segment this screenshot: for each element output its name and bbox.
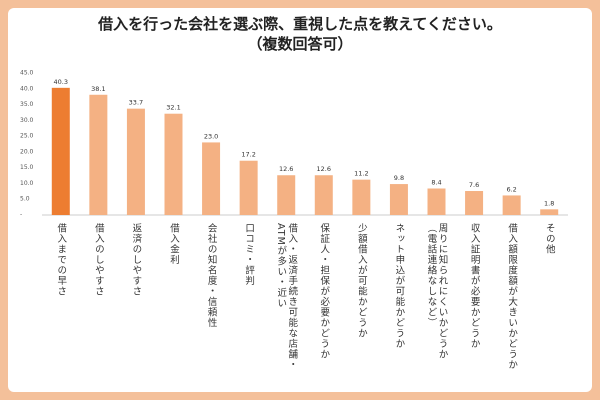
x-tick-label: 口コミ・評判 bbox=[243, 223, 255, 286]
bar bbox=[126, 108, 145, 215]
bar bbox=[352, 179, 371, 215]
x-tick-label: 返済のしやすさ bbox=[130, 223, 142, 297]
y-tick-label: 45.0 bbox=[20, 70, 34, 77]
x-tick-label: ネット申込が可能かどうか bbox=[393, 223, 405, 349]
bar bbox=[465, 191, 484, 215]
bar bbox=[239, 160, 258, 215]
value-label: 1.8 bbox=[544, 199, 554, 207]
y-tick-label: 35.0 bbox=[20, 101, 34, 108]
value-label: 32.1 bbox=[166, 104, 180, 112]
value-label: 8.4 bbox=[431, 178, 441, 186]
x-tick-label: 借入額限度額が大きいかどうか bbox=[506, 223, 518, 370]
value-label: 40.3 bbox=[54, 78, 68, 86]
value-label: 9.8 bbox=[394, 174, 404, 182]
value-label: 12.6 bbox=[317, 165, 331, 173]
x-tick-label: 少額借入が可能かどうか bbox=[355, 223, 367, 339]
bar bbox=[51, 87, 70, 215]
bar bbox=[427, 188, 446, 215]
x-tick-label: その他 bbox=[543, 223, 555, 255]
x-tick-label: 保証人・担保が必要かどうか bbox=[318, 223, 330, 360]
x-tick-label: 借入金利 bbox=[168, 223, 179, 265]
bar bbox=[89, 94, 108, 215]
value-label: 38.1 bbox=[91, 85, 105, 93]
x-tick-label: 周りに知られにくいかどうか （電話連絡なしなど） bbox=[425, 223, 448, 360]
title-block: 借入を行った会社を選ぶ際、重視した点を教えてください。 （複数回答可） bbox=[0, 14, 600, 54]
y-tick-label: 10.0 bbox=[20, 180, 34, 187]
x-tick-label: 借入・返済手続き可能な店舗・ ATMが多い・近い bbox=[275, 223, 298, 370]
bar bbox=[277, 175, 296, 215]
x-tick-label: 収入証明書が必要かどうか bbox=[468, 223, 480, 349]
y-tick-label: 5.0 bbox=[20, 196, 30, 203]
value-label: 6.2 bbox=[506, 185, 516, 193]
y-tick-label: 15.0 bbox=[20, 164, 34, 171]
y-tick-label: - bbox=[20, 212, 22, 219]
y-tick-label: 40.0 bbox=[20, 85, 34, 92]
bar bbox=[502, 195, 521, 215]
value-label: 12.6 bbox=[279, 165, 293, 173]
y-tick-label: 20.0 bbox=[20, 148, 34, 155]
value-label: 7.6 bbox=[469, 181, 479, 189]
x-tick-label: 借入のしやすさ bbox=[92, 223, 104, 297]
bar bbox=[540, 209, 559, 215]
y-tick-label: 30.0 bbox=[20, 117, 34, 124]
y-tick-label: 25.0 bbox=[20, 133, 34, 140]
chart-title: 借入を行った会社を選ぶ際、重視した点を教えてください。 bbox=[98, 15, 502, 33]
value-label: 11.2 bbox=[354, 170, 368, 178]
value-label: 23.0 bbox=[204, 132, 218, 140]
x-tick-label: 会社の知名度・信頼性 bbox=[205, 223, 217, 328]
bar bbox=[202, 142, 221, 215]
bar bbox=[314, 175, 333, 215]
x-tick-label: 借入までの早さ bbox=[55, 223, 67, 297]
value-label: 17.2 bbox=[241, 151, 255, 159]
chart-subtitle: （複数回答可） bbox=[247, 35, 353, 53]
bar bbox=[164, 113, 183, 215]
bar bbox=[389, 184, 408, 215]
value-label: 33.7 bbox=[129, 99, 143, 107]
